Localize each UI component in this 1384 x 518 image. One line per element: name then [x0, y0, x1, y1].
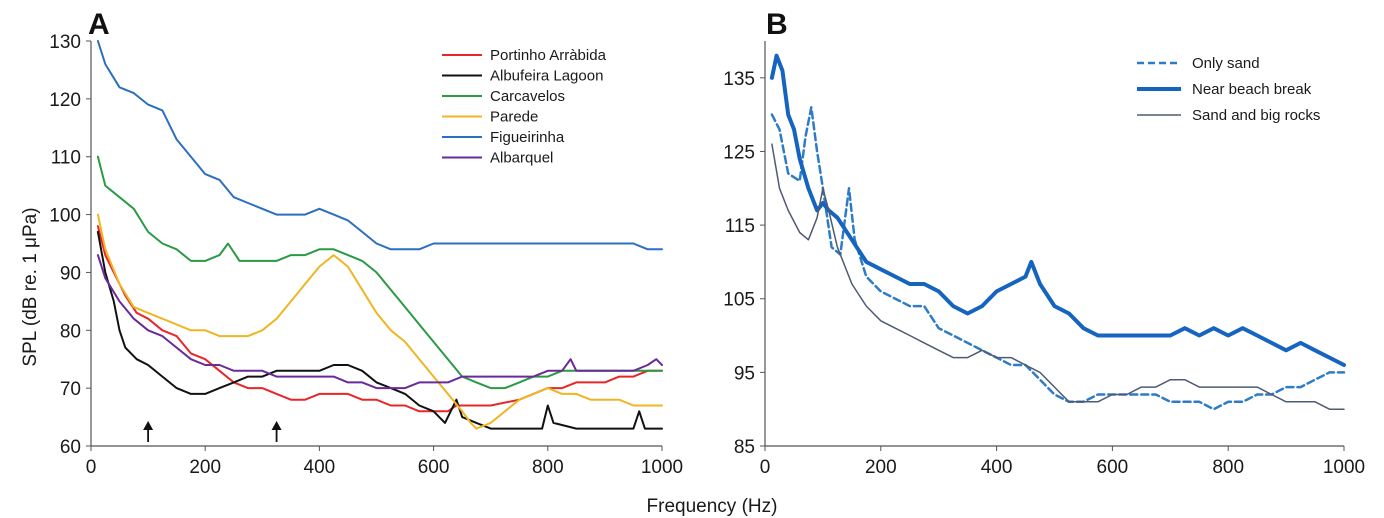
legend-label-2: Albufeira Lagoon — [490, 68, 603, 85]
panel-b-chart: B 0 200 400 600 800 1000 85 95 105 115 125 135 Only… — [723, 8, 1365, 478]
panel-a-series — [96, 40, 663, 430]
x-tick-label: 1000 — [641, 457, 683, 478]
series-line-4 — [96, 213, 663, 430]
y-tick-label: 110 — [51, 148, 81, 169]
panel-a-chart: A SPL (dB re. 1 μPa) 0 200 400 600 800 1000 60… — [20, 8, 683, 478]
panel-a-arrows — [143, 421, 282, 442]
y-tick-label: 80 — [60, 321, 81, 342]
x-tick-label: 0 — [760, 457, 771, 478]
x-tick-label: 600 — [418, 457, 450, 478]
x-tick-label: 200 — [189, 457, 221, 478]
legend-label-3: Carcavelos — [490, 88, 565, 105]
shared-xlabel: Frequency (Hz) — [647, 496, 778, 517]
legend-label-2: Near beach break — [1192, 81, 1312, 98]
y-tick-label: 115 — [725, 216, 755, 237]
series-line-1 — [96, 225, 663, 413]
x-tick-label: 800 — [1212, 457, 1244, 478]
panel-a-legend: Portinho Arràbida Albufeira Lagoon Carcave… — [442, 47, 607, 167]
panel-b-legend: Only sand Near beach break Sand and big ro… — [1137, 55, 1320, 124]
series-line-2 — [769, 53, 1346, 367]
y-tick-label: 125 — [723, 142, 755, 163]
legend-label-1: Portinho Arràbida — [490, 47, 607, 64]
arrow-head-1 — [143, 421, 154, 430]
y-tick-label: 95 — [734, 363, 755, 384]
panel-a-ylabel: SPL (dB re. 1 μPa) — [20, 207, 41, 366]
y-tick-label: 85 — [734, 437, 755, 458]
series-line-5 — [96, 40, 663, 251]
y-tick-label: 105 — [723, 290, 755, 311]
x-tick-label: 600 — [1097, 457, 1129, 478]
panel-b-letter: B — [766, 8, 788, 41]
series-line-3 — [96, 155, 663, 390]
legend-label-4: Parede — [490, 109, 538, 126]
y-tick-label: 100 — [49, 206, 81, 227]
x-tick-label: 800 — [532, 457, 564, 478]
arrow-head-2 — [271, 421, 282, 430]
series-line-1 — [770, 106, 1346, 411]
y-tick-label: 70 — [60, 379, 81, 400]
y-tick-label: 60 — [60, 437, 81, 458]
x-tick-label: 400 — [981, 457, 1013, 478]
panel-b-axes: 0 200 400 600 800 1000 85 95 105 115 125 135 — [723, 41, 1365, 478]
legend-label-3: Sand and big rocks — [1192, 107, 1320, 124]
y-tick-label: 135 — [723, 69, 755, 90]
y-tick-label: 90 — [60, 263, 81, 284]
x-tick-label: 400 — [304, 457, 336, 478]
panel-a-axes: 0 200 400 600 800 1000 60 70 80 90 100 110 120 130 — [49, 32, 683, 478]
series-line-3 — [771, 143, 1345, 410]
y-tick-label: 130 — [49, 32, 81, 53]
legend-label-1: Only sand — [1192, 55, 1260, 72]
panel-a-letter: A — [88, 8, 110, 41]
series-line-6 — [96, 254, 663, 390]
y-tick-label: 120 — [49, 90, 81, 111]
panel-b-series — [769, 53, 1346, 411]
x-tick-label: 1000 — [1323, 457, 1365, 478]
legend-label-5: Figueirinha — [490, 129, 565, 146]
x-tick-label: 0 — [86, 457, 97, 478]
series-line-2 — [96, 230, 663, 430]
x-tick-label: 200 — [865, 457, 897, 478]
legend-label-6: Albarquel — [490, 150, 553, 167]
